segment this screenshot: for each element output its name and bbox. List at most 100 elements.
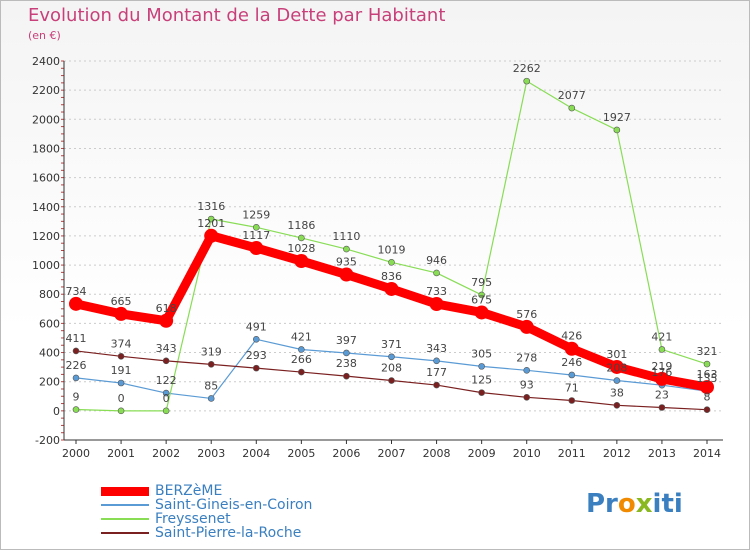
x-tick-label: 2014 [693,447,721,460]
legend-item: Freyssenet [101,512,312,526]
y-tick-label: 1000 [32,259,60,272]
x-tick-label: 2012 [603,447,631,460]
x-tick-label: 2011 [558,447,586,460]
series-point-3 [568,397,576,404]
data-label: 426 [561,330,582,343]
data-label: 305 [471,347,492,360]
data-label: 266 [291,353,312,366]
y-tick-label: 0 [53,405,60,418]
legend-label: BERZèME [155,483,223,499]
data-label: 1110 [332,230,360,243]
data-label: 1201 [197,217,225,230]
data-label: 177 [426,366,447,379]
series-point-0 [249,241,264,256]
data-label: 38 [610,386,624,399]
series-point-0 [159,313,174,328]
series-point-3 [117,353,125,360]
series-point-0 [654,371,669,386]
series-point-1 [388,353,395,361]
data-label: 163 [697,368,718,381]
y-tick-label: 1200 [32,230,60,243]
series-point-2 [343,245,350,253]
legend-swatch [101,532,149,534]
data-label: 125 [471,374,492,387]
series-point-1 [568,371,576,379]
series-point-2 [72,406,80,413]
series-point-3 [478,389,485,396]
series-point-0 [294,253,309,268]
x-tick-label: 2000 [62,447,90,460]
x-tick-label: 2003 [197,447,225,460]
data-label: 246 [561,356,582,369]
series-point-3 [162,357,170,365]
data-label: 122 [156,374,177,387]
x-tick-label: 2001 [107,447,135,460]
x-tick-label: 2008 [423,447,451,460]
series-point-0 [384,281,399,296]
x-tick-label: 2005 [287,447,315,460]
data-label: 795 [471,276,492,289]
data-label: 208 [381,362,402,375]
series-point-2 [478,291,485,299]
series-point-2 [388,259,395,266]
data-label: 238 [336,357,357,370]
legend-label: Freyssenet [155,511,231,527]
y-tick-label: -200 [35,434,60,447]
data-label: 935 [336,256,357,269]
data-label: 191 [111,364,132,377]
data-label: 93 [520,378,534,391]
series-point-1 [613,377,621,384]
series-point-1 [252,335,260,343]
data-label: 397 [336,334,357,347]
chart-unit: (en €) [28,29,61,42]
data-label: 371 [381,338,402,351]
series-point-3 [613,402,621,409]
proxiti-logo: Proxiti [586,489,683,519]
series-point-1 [343,349,350,357]
x-tick-label: 2013 [648,447,676,460]
series-point-2 [252,224,260,231]
data-label: 1019 [378,243,406,256]
y-tick-label: 1400 [32,201,60,214]
data-label: 576 [516,308,537,321]
legend-label: Saint-Pierre-la-Roche [155,525,302,541]
data-label: 0 [118,392,125,405]
data-label: 135 [697,372,718,385]
x-tick-label: 2010 [513,447,541,460]
data-label: 2262 [513,62,541,75]
series-point-2 [613,126,621,134]
series-point-1 [117,379,125,387]
series-point-2 [568,104,576,112]
series-point-2 [162,407,170,415]
series-point-0 [609,359,624,374]
series-point-3 [207,361,215,368]
y-tick-label: 2400 [32,55,60,68]
data-label: 0 [163,392,170,405]
data-label: 8 [704,391,711,404]
legend-swatch [101,518,149,520]
data-label: 1259 [242,208,270,221]
data-label: 1316 [197,200,225,213]
series-point-1 [162,389,170,397]
data-label: 208 [606,362,627,375]
series-point-2 [703,360,711,368]
legend-item: BERZèME [101,484,312,498]
series-point-2 [523,77,531,85]
data-label: 9 [73,391,80,404]
y-tick-label: 2000 [32,113,60,126]
data-label: 734 [66,285,87,298]
series-point-3 [523,393,531,401]
data-label: 491 [246,320,267,333]
series-point-0 [429,296,444,311]
data-label: 421 [291,330,312,343]
series-point-2 [433,269,440,277]
y-tick-label: 800 [39,288,60,301]
series-point-2 [298,234,305,242]
data-label: 1186 [287,219,315,232]
x-tick-label: 2004 [242,447,270,460]
series-point-2 [207,215,215,223]
series-point-3 [703,406,711,413]
data-label: 343 [156,342,177,355]
